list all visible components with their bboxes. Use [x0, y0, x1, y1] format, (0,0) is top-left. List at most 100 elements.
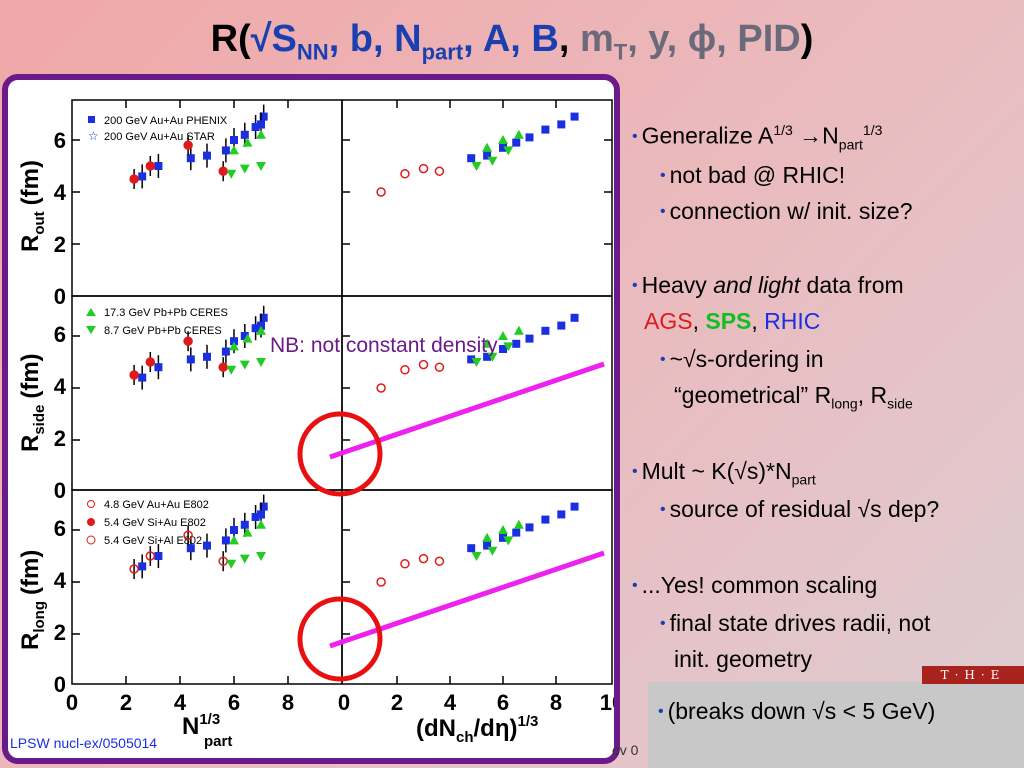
- xtick: 4: [174, 690, 187, 715]
- bullet-generalize: Generalize A1/3 →Npart1/3: [632, 122, 883, 152]
- legend-e802-sial: 5.4 GeV Si+Al E802: [104, 535, 202, 547]
- highlight-circle-rlong: [297, 596, 383, 682]
- xtick: 2: [391, 690, 403, 715]
- bullet-breaks-down: (breaks down √s < 5 GeV): [658, 698, 936, 725]
- data-marker: [229, 341, 239, 351]
- ytick: 0: [54, 672, 66, 697]
- hbt-radii-plot: 6 4 2 0 6 4 2 0 6 4 2 0 Rout(fm) Rside(f…: [2, 74, 620, 764]
- data-marker: [256, 519, 266, 529]
- ytick: 4: [54, 180, 67, 205]
- bullet-connection: connection w/ init. size?: [660, 198, 913, 225]
- legend-marker-e802-sial: [86, 535, 96, 545]
- data-marker: [242, 137, 253, 147]
- bullet-sqrt-ordering: ~√s-ordering in: [660, 346, 824, 373]
- data-marker: [471, 162, 482, 171]
- ytick: 2: [54, 426, 66, 451]
- legend-e802-siau: 5.4 GeV Si+Au E802: [104, 517, 206, 529]
- plot-svg: 6 4 2 0 6 4 2 0 6 4 2 0 Rout(fm) Rside(f…: [17, 99, 614, 750]
- data-marker: [138, 562, 147, 571]
- note-box: (breaks down √s < 5 GeV): [648, 682, 1024, 768]
- data-marker: [240, 332, 249, 340]
- data-marker: [256, 162, 266, 171]
- data-marker: [525, 133, 534, 142]
- data-marker: [229, 145, 239, 155]
- xlabel-npart: N1/3: [182, 711, 220, 740]
- data-marker: [503, 342, 514, 352]
- data-marker: [218, 166, 228, 176]
- legend-ceres8: 8.7 GeV Pb+Pb CERES: [104, 325, 222, 337]
- data-marker: [512, 138, 521, 147]
- data-marker: [503, 146, 514, 156]
- data-marker: [418, 553, 429, 564]
- legend-marker-ceres8: [86, 326, 96, 334]
- xtick: 10: [600, 690, 614, 715]
- data-marker: [482, 338, 493, 348]
- data-marker: [226, 559, 237, 569]
- data-marker: [251, 123, 260, 131]
- data-marker: [482, 532, 493, 542]
- data-marker: [145, 551, 156, 561]
- ylabel-rlong: Rlong(fm): [17, 550, 48, 650]
- legend-marker-ceres17: [86, 308, 96, 316]
- data-marker: [541, 515, 550, 524]
- data-marker: [376, 383, 386, 393]
- xtick: 8: [282, 690, 294, 715]
- ytick: 6: [54, 322, 66, 347]
- ytick: 6: [54, 128, 66, 153]
- xlabel-dndeta: (dNch/dη)1/3: [416, 713, 538, 746]
- data-marker: [221, 146, 230, 155]
- data-marker: [525, 334, 534, 343]
- bullet-common-scaling: ...Yes! common scaling: [632, 572, 878, 599]
- data-marker: [240, 520, 249, 529]
- data-marker: [557, 120, 566, 129]
- bullet-geometrical: “geometrical” Rlong, Rside: [674, 382, 913, 412]
- data-marker: [259, 502, 268, 511]
- ytick: 4: [54, 568, 67, 593]
- data-marker: [434, 556, 445, 566]
- data-marker: [487, 546, 498, 556]
- data-marker: [418, 359, 429, 370]
- data-marker: [557, 510, 566, 519]
- data-marker: [229, 535, 239, 545]
- data-marker: [498, 525, 508, 534]
- bullet-heavy: Heavy and light data from: [632, 272, 904, 299]
- data-marker: [221, 536, 230, 545]
- highlight-circle-rside: [297, 411, 383, 497]
- data-marker: [482, 142, 493, 152]
- data-marker: [483, 352, 492, 361]
- data-marker: [259, 313, 268, 322]
- data-marker: [242, 333, 253, 343]
- fit-line-rside: [329, 361, 605, 460]
- xtick: 8: [550, 690, 562, 715]
- data-marker: [256, 552, 266, 561]
- bullet-mult: Mult ~ K(√s)*Npart: [632, 458, 816, 488]
- data-marker: [183, 530, 193, 540]
- xlabel-npart-sub: part: [204, 733, 232, 750]
- institution-logo: T·H·E: [922, 666, 1024, 684]
- fit-line-rlong: [329, 550, 605, 649]
- data-marker: [376, 187, 386, 197]
- data-marker: [541, 326, 550, 335]
- bullet-not-bad: not bad @ RHIC!: [660, 162, 845, 189]
- data-marker: [513, 519, 524, 529]
- data-marker: [218, 362, 228, 372]
- data-marker: [557, 321, 566, 330]
- xtick: 0: [338, 690, 350, 715]
- data-marker: [467, 154, 476, 163]
- data-marker: [203, 352, 211, 361]
- data-marker: [471, 552, 482, 561]
- data-marker: [259, 112, 268, 121]
- data-marker: [376, 577, 386, 587]
- bullet-final-state: final state drives radii, not: [660, 610, 931, 637]
- data-marker: [256, 358, 266, 367]
- data-marker: [186, 544, 195, 553]
- data-marker: [418, 163, 429, 174]
- ylabel-rside: Rside(fm): [17, 353, 48, 452]
- legend-ceres17: 17.3 GeV Pb+Pb CERES: [104, 307, 228, 319]
- data-marker: [240, 130, 249, 139]
- data-marker: [239, 554, 250, 564]
- xtick: 0: [66, 690, 78, 715]
- data-marker: [487, 156, 498, 166]
- ylabel-rout: Rout(fm): [17, 160, 48, 252]
- annotation-nb: NB: not constant density: [270, 334, 498, 357]
